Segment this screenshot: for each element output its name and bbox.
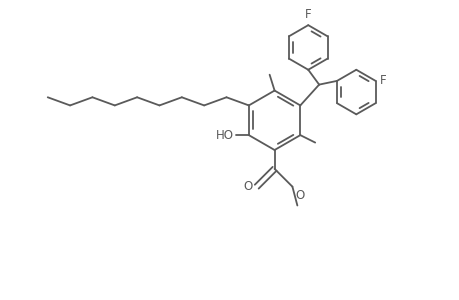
Text: F: F: [379, 74, 386, 87]
Text: HO: HO: [216, 129, 234, 142]
Text: O: O: [294, 189, 303, 202]
Text: O: O: [243, 180, 252, 193]
Text: F: F: [304, 8, 311, 21]
